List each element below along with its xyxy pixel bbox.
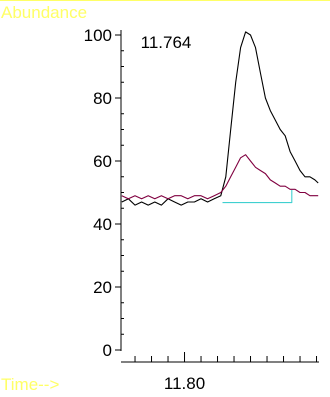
x-tick-label: 11.80 (164, 374, 205, 393)
series-line-3 (222, 190, 293, 204)
y-tick-label: 100 (84, 26, 112, 45)
y-axis-title: Abundance (1, 3, 88, 22)
header-divider (0, 0, 330, 1)
y-tick-label: 60 (93, 152, 112, 171)
series-line-1 (121, 31, 319, 206)
labels: 0 20 40 60 80 100 11.80 11.764 (84, 26, 206, 393)
series-group (121, 31, 319, 206)
y-tick-label: 80 (93, 89, 112, 108)
peak-label: 11.764 (141, 33, 192, 52)
x-axis-title: Time--> (1, 375, 60, 394)
axes (115, 30, 319, 363)
y-tick-label: 20 (93, 278, 112, 297)
y-tick-label: 40 (93, 215, 112, 234)
series-line-2 (121, 154, 319, 200)
y-tick-label: 0 (103, 341, 112, 360)
